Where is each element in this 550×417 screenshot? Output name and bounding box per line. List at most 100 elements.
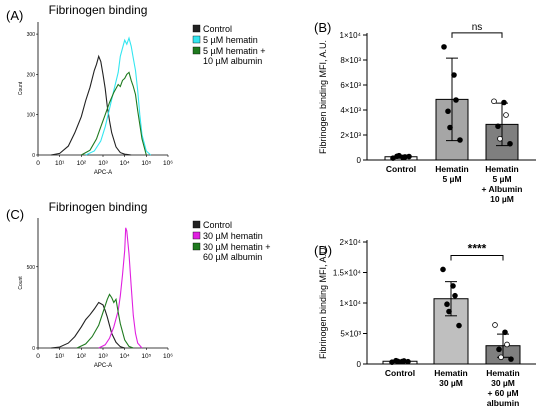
legend-label: Control <box>203 220 232 230</box>
histogram-series-1 <box>85 36 152 156</box>
significance-label: ns <box>472 22 483 33</box>
data-point <box>504 341 510 348</box>
y-tick-label: 1×10⁴ <box>340 299 362 308</box>
legend-swatch <box>192 242 201 251</box>
histogram-series-0 <box>50 54 132 156</box>
x-tick-label: 10⁴ <box>120 160 130 167</box>
histogram-series-2 <box>81 71 147 156</box>
category-label: 5 µM <box>442 174 461 184</box>
category-label: Hematin <box>434 368 468 378</box>
panel-label: (A) <box>6 8 23 23</box>
data-point <box>446 308 452 315</box>
significance-bracket <box>451 32 503 38</box>
data-point <box>453 97 459 103</box>
y-axis-label: Count <box>18 276 24 290</box>
category-label: albumin <box>487 398 520 408</box>
data-point <box>491 98 497 105</box>
legend-label: 5 µM hematin <box>203 35 258 45</box>
y-tick-label: 0 <box>357 360 362 369</box>
x-tick-label: 10⁶ <box>163 160 173 167</box>
data-point <box>406 153 412 160</box>
y-tick-label: 300 <box>27 32 36 38</box>
data-point <box>444 301 450 308</box>
data-point <box>405 358 411 365</box>
x-tick-label: 10¹ <box>55 353 65 360</box>
data-point <box>441 44 447 50</box>
histogram-series-1 <box>98 227 143 349</box>
bar-panel-1: (B) 0 2×10³ 4×10³ 6×10³ 8×10³ 1×10⁴ Fibrinogen … <box>314 20 536 204</box>
category-label: Control <box>386 164 416 174</box>
y-tick-label: 1×10⁴ <box>340 31 362 40</box>
x-tick-label: 10⁵ <box>141 160 151 167</box>
y-tick-label: 500 <box>27 265 36 271</box>
panel-label: (B) <box>314 20 331 35</box>
category-label: 30 µM <box>491 378 515 388</box>
y-tick-label: 6×10³ <box>340 81 361 90</box>
data-point <box>508 356 514 362</box>
legend-label: 10 µM albumin <box>203 56 262 66</box>
data-point <box>395 358 401 365</box>
x-tick-label: 0 <box>36 353 40 360</box>
legend-swatch <box>192 35 201 44</box>
legend-swatch <box>192 220 201 229</box>
x-tick-label: 0 <box>36 160 40 167</box>
legend-label: 30 µM hematin + <box>203 242 270 252</box>
data-point <box>451 72 457 78</box>
category-label: + 60 µM <box>487 388 518 398</box>
histogram-series-0 <box>50 301 125 349</box>
category-label: Hematin <box>486 368 520 378</box>
data-point <box>447 124 453 131</box>
data-point <box>452 292 458 299</box>
y-tick-label: 4×10³ <box>340 106 361 115</box>
y-axis-label: Fibrinogen binding MFI, A.U. <box>318 40 328 154</box>
x-tick-label: 10¹ <box>55 160 65 167</box>
category-label: Hematin <box>485 164 519 174</box>
legend-label: Control <box>203 24 232 34</box>
data-point <box>492 322 498 328</box>
y-tick-label: 200 <box>27 72 36 78</box>
y-axis-label: Fibrinogen binding MFI, A.U. <box>318 245 328 359</box>
chart-title: Fibrinogen binding <box>49 200 148 214</box>
x-tick-label: 10⁶ <box>163 353 173 360</box>
x-tick-label: 10² <box>77 160 87 167</box>
significance-label: **** <box>468 241 487 255</box>
category-label: 5 µM <box>492 174 511 184</box>
data-point <box>440 266 446 273</box>
panel-label: (C) <box>6 207 24 222</box>
category-label: 10 µM <box>490 194 514 204</box>
data-point <box>498 354 504 361</box>
y-tick-label: 8×10³ <box>340 56 361 65</box>
y-tick-label: 2×10³ <box>340 131 361 140</box>
data-point <box>502 329 508 336</box>
histogram-panel-0: (A) Fibrinogen binding 0 100 200 300 0 10¹ 10² 10… <box>6 3 265 176</box>
legend-label: 5 µM hematin + <box>203 46 265 56</box>
category-label: + Albumin <box>481 184 522 194</box>
legend-label: 30 µM hematin <box>203 231 263 241</box>
x-tick-label: 10⁵ <box>141 353 151 360</box>
data-point <box>396 152 402 159</box>
y-tick-label: 1.5×10⁴ <box>333 269 362 278</box>
histogram-series-2 <box>76 293 134 349</box>
data-point <box>445 108 451 115</box>
data-point <box>495 123 501 130</box>
data-point <box>501 99 507 106</box>
data-point <box>457 137 463 143</box>
y-tick-label: 0 <box>32 153 35 159</box>
x-axis-label: APC-A <box>94 170 112 176</box>
y-tick-label: 2×10⁴ <box>340 238 362 247</box>
x-tick-label: 10³ <box>98 353 108 360</box>
legend-label: 60 µM albumin <box>203 252 262 262</box>
category-label: Hematin <box>435 164 469 174</box>
panel-label: (D) <box>314 243 332 258</box>
bar-panel-3: (D) 0 5×10³ 1×10⁴ 1.5×10⁴ 2×10⁴ Fibrinogen bin… <box>314 238 536 408</box>
legend-swatch <box>192 46 201 55</box>
y-tick-label: 100 <box>27 113 36 119</box>
chart-title: Fibrinogen binding <box>49 3 148 17</box>
category-label: 30 µM <box>439 378 463 388</box>
y-tick-label: 0 <box>32 346 35 352</box>
legend-swatch <box>192 24 201 33</box>
data-point <box>507 140 513 147</box>
data-point <box>497 135 503 142</box>
x-axis-label: APC-A <box>94 363 112 369</box>
